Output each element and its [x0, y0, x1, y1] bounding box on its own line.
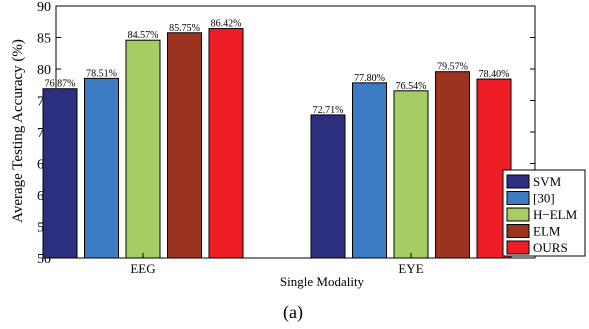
y-tick-label: 85	[37, 32, 51, 47]
data-label: 72.71%	[313, 105, 344, 116]
legend-swatch	[506, 191, 530, 205]
bar-series	[42, 28, 512, 259]
legend-swatch	[506, 224, 530, 238]
legend-entry: SVM	[533, 174, 562, 189]
x-tick-label: EEG	[130, 261, 155, 276]
bar	[125, 39, 161, 259]
bar	[310, 114, 346, 259]
bar	[84, 77, 119, 259]
bar	[167, 32, 202, 259]
data-label: 79.57%	[437, 62, 468, 73]
x-axis: EEG EYE	[130, 253, 424, 276]
bar	[208, 28, 244, 259]
x-tick-label: EYE	[398, 261, 423, 276]
legend-swatch	[506, 207, 530, 222]
data-label: 76.87%	[45, 79, 76, 90]
data-label: 78.51%	[86, 68, 117, 79]
data-label: 78.40%	[479, 69, 510, 80]
bar	[435, 71, 470, 259]
data-label: 85.75%	[169, 23, 200, 34]
bar	[393, 90, 429, 259]
bar	[42, 88, 78, 259]
legend-swatch	[506, 240, 530, 255]
data-label: 77.80%	[354, 73, 385, 84]
legend-entry: H−ELM	[533, 207, 578, 222]
data-label: 76.54%	[396, 81, 427, 92]
data-label: 86.42%	[211, 19, 242, 30]
y-tick-label: 80	[37, 63, 51, 78]
x-axis-label: Single Modality	[280, 274, 365, 289]
data-labels: 76.87% 78.51% 84.57% 85.75% 86.42% 72.71% 77.8…	[45, 19, 510, 116]
legend-entry: OURS	[533, 240, 568, 255]
legend-entry: [30]	[533, 191, 555, 206]
y-tick-label: 90	[37, 0, 51, 15]
bar	[352, 82, 387, 259]
panel-label: (a)	[283, 302, 303, 323]
y-axis-label: Average Testing Accuracy (%)	[10, 39, 26, 223]
legend-entry: ELM	[533, 224, 561, 239]
legend-swatch	[506, 174, 530, 189]
data-label: 84.57%	[128, 30, 159, 41]
